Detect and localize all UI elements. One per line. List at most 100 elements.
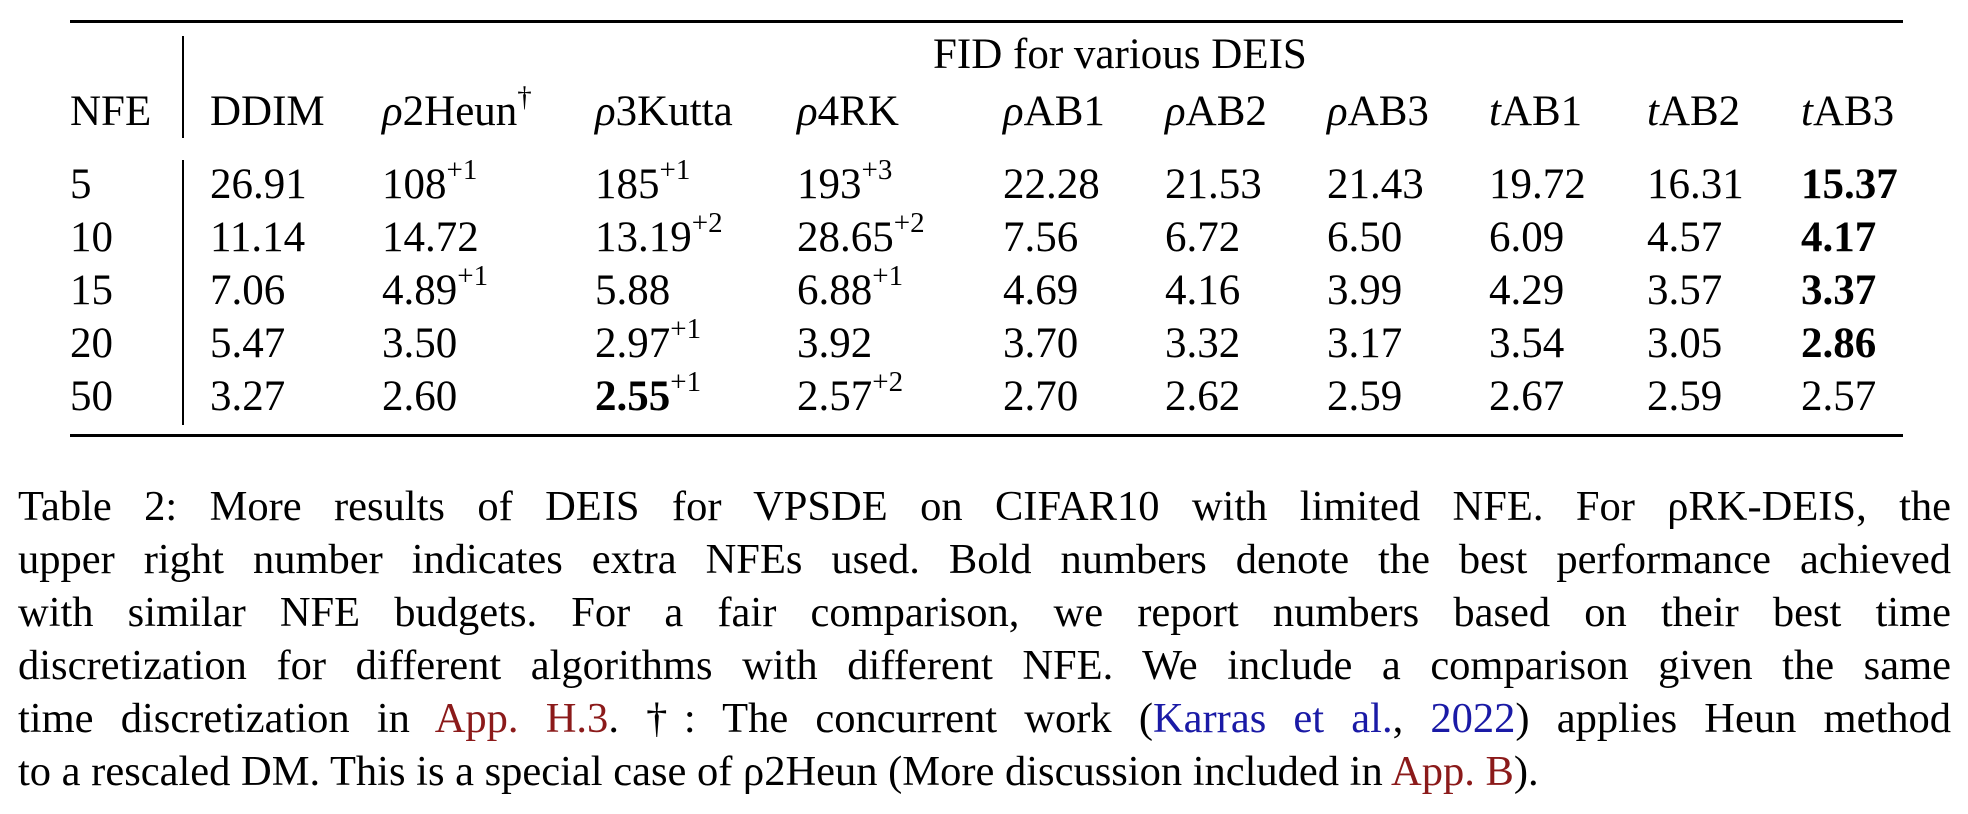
fid-cell: 2.67 xyxy=(1489,371,1564,423)
appendix-h3-link[interactable]: App. H.3 xyxy=(434,695,609,742)
extra-nfe-superscript: +1 xyxy=(659,153,691,186)
fid-cell: 4.17 xyxy=(1801,212,1876,264)
caption-line-2: upper right number indicates extra NFEs … xyxy=(18,536,1951,583)
column-header-prefix: ρ xyxy=(595,88,616,135)
column-header-name: DDIM xyxy=(210,88,325,135)
caption-text: , xyxy=(1392,695,1431,742)
fid-cell: 7.06 xyxy=(210,265,285,317)
cell-value: 50 xyxy=(70,373,113,420)
fid-cell: 4.89+1 xyxy=(382,261,488,317)
column-header: ρ4RK xyxy=(797,86,899,138)
fid-cell: 2.70 xyxy=(1003,371,1078,423)
caption-text: time discretization in xyxy=(18,695,435,742)
column-header-prefix: t xyxy=(1801,88,1813,135)
column-header-name: AB3 xyxy=(1812,88,1895,135)
appendix-b-link[interactable]: App. B xyxy=(1391,748,1514,795)
table-caption: Table 2: More results of DEIS for VPSDE … xyxy=(18,480,1951,798)
fid-cell: 11.14 xyxy=(210,212,305,264)
fid-cell: 7.56 xyxy=(1003,212,1078,264)
caption-line-4: discretization for different algorithms … xyxy=(18,642,1951,689)
cell-value: 3.32 xyxy=(1165,320,1241,367)
cell-value: 3.57 xyxy=(1647,267,1723,314)
fid-cell: 3.27 xyxy=(210,371,285,423)
caption-text: . †: The concurrent work ( xyxy=(608,695,1153,742)
column-header-name: AB1 xyxy=(1023,88,1105,135)
cell-value: 3.50 xyxy=(382,320,458,367)
fid-cell: 21.53 xyxy=(1165,159,1262,211)
nfe-cell: 50 xyxy=(70,371,113,423)
fid-cell: 193+3 xyxy=(797,155,892,211)
cell-value: 5.47 xyxy=(210,320,286,367)
fid-cell: 3.37 xyxy=(1801,265,1876,317)
cell-value: 2.67 xyxy=(1489,373,1565,420)
cell-value: 4.29 xyxy=(1489,267,1565,314)
fid-cell: 2.59 xyxy=(1647,371,1722,423)
column-header-name: 3Kutta xyxy=(615,88,733,135)
fid-cell: 3.05 xyxy=(1647,318,1722,370)
cell-value: 16.31 xyxy=(1647,161,1744,208)
fid-cell: 2.57 xyxy=(1801,371,1876,423)
cell-value: 21.43 xyxy=(1327,161,1424,208)
cell-value: 15 xyxy=(70,267,113,314)
cell-value: 3.17 xyxy=(1327,320,1403,367)
fid-cell: 4.16 xyxy=(1165,265,1240,317)
cell-value: 2.55 xyxy=(595,373,671,420)
extra-nfe-superscript: +2 xyxy=(691,206,723,239)
column-header-name: AB2 xyxy=(1658,88,1741,135)
cell-value: 4.69 xyxy=(1003,267,1079,314)
extra-nfe-superscript: +3 xyxy=(861,153,893,186)
cell-value: 2.57 xyxy=(797,373,873,420)
column-header: ρAB2 xyxy=(1165,86,1267,138)
column-header: ρ2Heun† xyxy=(382,82,532,138)
fid-cell: 26.91 xyxy=(210,159,307,211)
fid-cell: 3.92 xyxy=(797,318,872,370)
fid-cell: 2.86 xyxy=(1801,318,1876,370)
header-column-divider xyxy=(182,36,184,138)
fid-cell: 19.72 xyxy=(1489,159,1586,211)
fid-cell: 2.62 xyxy=(1165,371,1240,423)
cell-value: 7.06 xyxy=(210,267,286,314)
caption-text: to a rescaled DM. This is a special case… xyxy=(18,748,1392,795)
cell-value: 4.89 xyxy=(382,267,458,314)
column-header-name: AB2 xyxy=(1185,88,1267,135)
cell-value: 2.97 xyxy=(595,320,671,367)
fid-cell: 2.55+1 xyxy=(595,367,701,423)
cell-value: 6.50 xyxy=(1327,214,1403,261)
column-header-prefix: t xyxy=(1647,88,1659,135)
column-header-name: AB3 xyxy=(1347,88,1429,135)
fid-cell: 3.17 xyxy=(1327,318,1402,370)
cell-value: 108 xyxy=(382,161,447,208)
caption-line-6: to a rescaled DM. This is a special case… xyxy=(18,745,1951,798)
cell-value: 3.37 xyxy=(1801,267,1877,314)
fid-cell: 3.32 xyxy=(1165,318,1240,370)
cell-value: 3.99 xyxy=(1327,267,1403,314)
citation-year-link[interactable]: 2022 xyxy=(1430,695,1516,742)
column-header-name: 2Heun xyxy=(402,88,518,135)
caption-text: ) applies Heun method xyxy=(1515,695,1952,742)
column-header: ρAB1 xyxy=(1003,86,1105,138)
column-header-name: NFE xyxy=(70,88,152,135)
fid-cell: 2.59 xyxy=(1327,371,1402,423)
cell-value: 2.70 xyxy=(1003,373,1079,420)
column-header-prefix: t xyxy=(1489,88,1501,135)
nfe-cell: 10 xyxy=(70,212,113,264)
cell-value: 6.09 xyxy=(1489,214,1565,261)
cell-value: 22.28 xyxy=(1003,161,1100,208)
cell-value: 7.56 xyxy=(1003,214,1079,261)
column-header-dagger: † xyxy=(517,80,532,113)
fid-cell: 3.99 xyxy=(1327,265,1402,317)
cell-value: 2.60 xyxy=(382,373,458,420)
extra-nfe-superscript: +1 xyxy=(457,259,489,292)
fid-cell: 16.31 xyxy=(1647,159,1744,211)
column-header: DDIM xyxy=(210,86,325,138)
caption-line-5: time discretization in App. H.3. †: The … xyxy=(18,692,1951,745)
fid-cell: 21.43 xyxy=(1327,159,1424,211)
cell-value: 2.59 xyxy=(1327,373,1403,420)
cell-value: 13.19 xyxy=(595,214,692,261)
fid-cell: 108+1 xyxy=(382,155,477,211)
citation-author-link[interactable]: Karras et al. xyxy=(1152,695,1393,742)
group-header: FID for various DEIS xyxy=(933,31,1307,78)
caption-line-1: Table 2: More results of DEIS for VPSDE … xyxy=(18,483,1951,530)
table-top-rule xyxy=(70,20,1903,23)
body-column-divider xyxy=(182,160,184,425)
